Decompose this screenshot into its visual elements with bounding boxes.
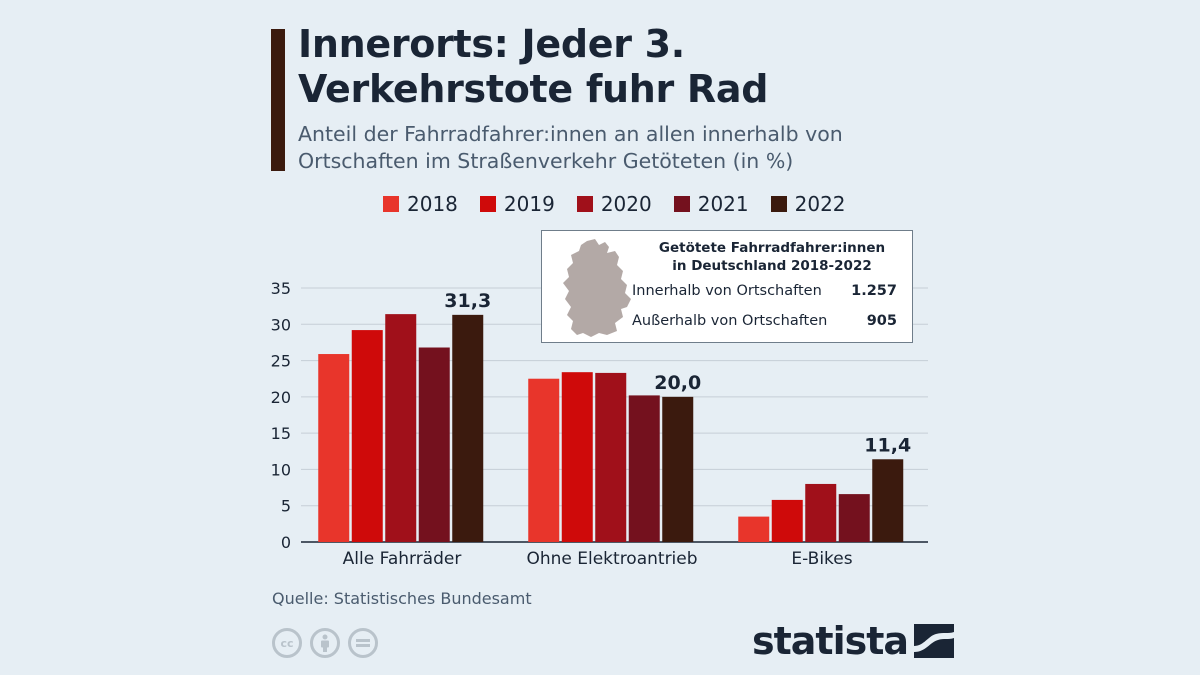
legend-item-2021: 2021 bbox=[673, 192, 749, 216]
data-label: 31,3 bbox=[444, 290, 491, 312]
x-category-label: Alle Fahrräder bbox=[343, 549, 462, 569]
infobox-row-label: Innerhalb von Ortschaften bbox=[632, 283, 822, 299]
legend-label: 2020 bbox=[600, 192, 652, 216]
y-tick-label: 35 bbox=[271, 279, 291, 298]
infobox-row-innerorts: Innerhalb von Ortschaften 1.257 bbox=[632, 283, 897, 299]
infobox-row-ausserorts: Außerhalb von Ortschaften 905 bbox=[632, 313, 897, 329]
legend-item-2018: 2018 bbox=[383, 192, 458, 216]
y-tick-label: 5 bbox=[281, 497, 291, 516]
legend-swatch bbox=[673, 196, 690, 212]
legend: 2018 2019 2020 2021 2022 bbox=[383, 192, 868, 216]
infobox-row-value: 905 bbox=[866, 313, 897, 329]
legend-label: 2018 bbox=[407, 192, 458, 216]
y-tick-label: 0 bbox=[281, 533, 291, 552]
bar bbox=[595, 372, 627, 542]
infobox-title: Getötete Fahrradfahrer:innen in Deutschl… bbox=[642, 239, 902, 275]
title-accent-bar bbox=[271, 29, 285, 171]
bar bbox=[385, 314, 417, 542]
source-note: Quelle: Statistisches Bundesamt bbox=[272, 589, 532, 608]
legend-swatch bbox=[770, 196, 787, 212]
bar bbox=[561, 372, 593, 542]
x-category-label: E-Bikes bbox=[791, 549, 852, 569]
bar bbox=[771, 499, 803, 542]
infobox-row-label: Außerhalb von Ortschaften bbox=[632, 313, 828, 329]
y-tick-label: 15 bbox=[271, 424, 291, 443]
legend-item-2020: 2020 bbox=[576, 192, 652, 216]
x-category-label: Ohne Elektroantrieb bbox=[526, 549, 697, 569]
legend-item-2019: 2019 bbox=[479, 192, 555, 216]
chart-subtitle: Anteil der Fahrradfahrer:innen an allen … bbox=[298, 122, 843, 173]
y-tick-label: 30 bbox=[271, 315, 291, 334]
bar bbox=[738, 516, 770, 542]
cc-icon[interactable]: cc bbox=[272, 628, 302, 658]
legend-swatch bbox=[383, 196, 399, 212]
bar bbox=[838, 494, 870, 542]
bar bbox=[452, 314, 484, 542]
statista-wave-icon bbox=[914, 624, 955, 658]
chart-title: Innerorts: Jeder 3. Verkehrstote fuhr Ra… bbox=[298, 22, 769, 111]
infobox-title-line: Getötete Fahrradfahrer:innen bbox=[658, 240, 886, 256]
cc-by-icon[interactable] bbox=[310, 628, 340, 658]
infobox-title-line: in Deutschland 2018-2022 bbox=[672, 258, 872, 274]
bar bbox=[528, 378, 560, 542]
legend-swatch bbox=[576, 196, 593, 212]
bar bbox=[805, 483, 837, 542]
bar bbox=[318, 354, 350, 542]
license-icons: cc bbox=[272, 628, 378, 658]
legend-label: 2021 bbox=[697, 192, 749, 216]
y-tick-label: 20 bbox=[271, 388, 291, 407]
bar bbox=[418, 347, 450, 542]
germany-map-icon bbox=[563, 239, 631, 337]
data-label: 20,0 bbox=[654, 372, 701, 394]
bar bbox=[872, 459, 904, 542]
legend-label: 2019 bbox=[503, 192, 555, 216]
infobox-row-value: 1.257 bbox=[851, 283, 897, 299]
bar bbox=[662, 396, 694, 542]
y-tick-label: 10 bbox=[271, 460, 291, 479]
bar bbox=[351, 330, 383, 542]
legend-swatch bbox=[479, 196, 496, 212]
legend-label: 2022 bbox=[794, 192, 846, 216]
cc-nd-icon[interactable] bbox=[348, 628, 378, 658]
statista-logo[interactable]: statista bbox=[752, 618, 955, 664]
data-label: 11,4 bbox=[864, 434, 911, 456]
legend-item-2022: 2022 bbox=[770, 192, 846, 216]
bar bbox=[628, 395, 660, 542]
brand-name: statista bbox=[752, 619, 909, 663]
infobox: Getötete Fahrradfahrer:innen in Deutschl… bbox=[541, 230, 913, 343]
y-tick-label: 25 bbox=[271, 352, 291, 371]
